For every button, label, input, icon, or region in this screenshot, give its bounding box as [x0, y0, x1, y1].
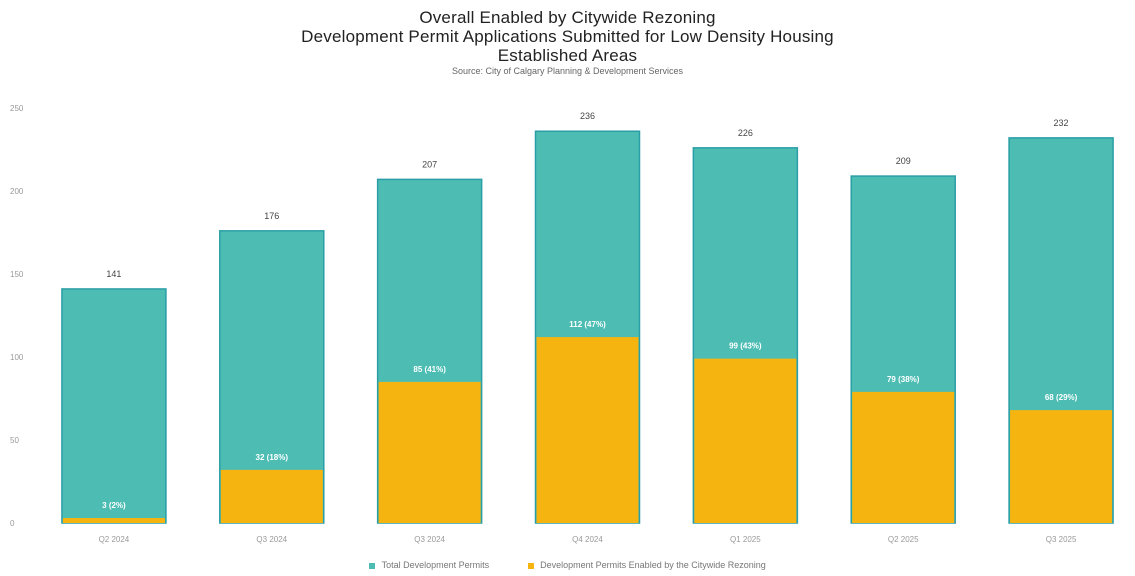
chart-legend: Total Development Permits Development Pe…: [0, 560, 1135, 570]
x-tick-label: Q3 2025: [1046, 535, 1077, 544]
y-tick-label: 250: [10, 104, 24, 113]
data-label-enabled: 112 (47%): [569, 320, 606, 329]
data-label-total: 209: [896, 156, 911, 166]
legend-item-enabled: Development Permits Enabled by the Cityw…: [527, 560, 766, 570]
chart-title-line-1: Overall Enabled by Citywide Rezoning: [419, 8, 716, 27]
data-label-enabled: 3 (2%): [102, 501, 126, 510]
x-tick-label: Q2 2024: [99, 535, 130, 544]
y-tick-label: 50: [10, 436, 19, 445]
bar-total: [61, 288, 167, 524]
y-tick-label: 200: [10, 187, 24, 196]
legend-label-enabled: Development Permits Enabled by the Cityw…: [540, 560, 766, 570]
legend-swatch-enabled: [527, 562, 534, 569]
x-tick-label: Q3 2024: [414, 535, 445, 544]
y-tick-label: 0: [10, 519, 15, 528]
data-label-total: 141: [106, 269, 121, 279]
data-label-enabled: 32 (18%): [256, 453, 289, 462]
bar-enabled: [536, 337, 639, 523]
legend-item-total: Total Development Permits: [369, 560, 489, 570]
bar-enabled: [220, 469, 323, 523]
x-tick-label: Q2 2025: [888, 535, 919, 544]
chart-source-note: Source: City of Calgary Planning & Devel…: [451, 66, 684, 76]
bar-enabled: [378, 381, 481, 523]
data-label-total: 207: [422, 159, 437, 169]
bar-enabled: [694, 358, 797, 523]
bar-enabled: [852, 391, 955, 523]
bar-enabled: [62, 518, 165, 523]
data-label-total: 236: [580, 111, 595, 121]
y-tick-label: 150: [10, 270, 24, 279]
legend-swatch-total: [369, 562, 376, 569]
data-label-enabled: 79 (38%): [887, 375, 920, 384]
x-tick-label: Q4 2024: [572, 535, 603, 544]
data-label-enabled: 99 (43%): [729, 342, 762, 351]
data-label-enabled: 85 (41%): [413, 365, 446, 374]
chart-title-line-2: Development Permit Applications Submitte…: [301, 27, 834, 46]
chart-title-line-3: Established Areas: [497, 46, 638, 65]
x-tick-label: Q1 2025: [730, 535, 761, 544]
legend-label-total: Total Development Permits: [381, 560, 490, 570]
data-label-total: 176: [264, 211, 279, 221]
data-label-total: 232: [1054, 118, 1069, 128]
chart-title-block: Overall Enabled by Citywide Rezoning Dev…: [0, 8, 1135, 77]
bar-enabled: [1010, 410, 1113, 523]
y-tick-label: 100: [10, 353, 24, 362]
x-tick-label: Q3 2024: [256, 535, 287, 544]
data-label-total: 226: [738, 128, 753, 138]
data-label-enabled: 68 (29%): [1045, 393, 1078, 402]
